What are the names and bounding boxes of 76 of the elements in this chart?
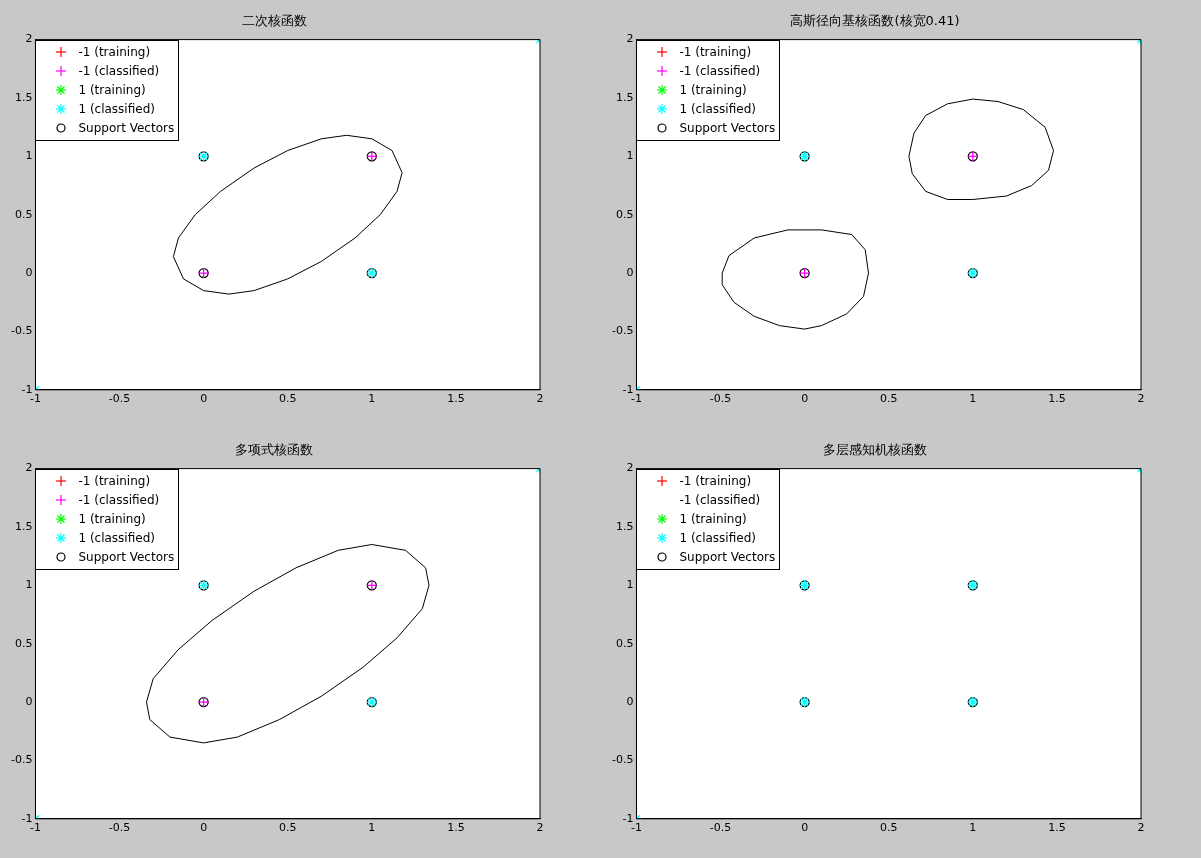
legend-label: Support Vectors (679, 119, 776, 137)
x-tick-label: 1.5 (447, 821, 465, 835)
y-tick-label: 2 (25, 461, 33, 475)
legend-label: -1 (classified) (78, 62, 160, 80)
y-tick-label: 0 (626, 265, 634, 279)
legend-label: 1 (classified) (78, 529, 155, 547)
x-tick-label: 0.5 (879, 821, 898, 835)
y-tick-label: 1 (25, 149, 33, 163)
legend-label: 1 (training) (679, 510, 747, 528)
y-tick-label: -0.5 (611, 324, 634, 338)
y-tick-label: 2 (626, 461, 634, 475)
x-tick-label: 2 (536, 821, 544, 835)
chart-title: 二次核函数 (241, 13, 307, 29)
x-tick-label: 0.5 (879, 392, 898, 406)
legend-label: 1 (training) (679, 81, 747, 99)
y-tick-label: 0.5 (14, 636, 33, 650)
legend-label: Support Vectors (679, 548, 776, 566)
x-tick-label: 1 (969, 392, 977, 406)
x-tick-label: 2 (536, 392, 544, 406)
legend-label: -1 (classified) (78, 491, 160, 509)
y-tick-label: -0.5 (10, 324, 33, 338)
legend-label: -1 (training) (679, 472, 752, 490)
y-tick-label: 1.5 (14, 519, 33, 533)
legend-label: Support Vectors (78, 119, 175, 137)
y-tick-label: -1 (622, 811, 634, 825)
chart-title: 多项式核函数 (235, 442, 313, 458)
x-tick-label: 2 (1137, 821, 1145, 835)
chart-title: 高斯径向基核函数(核宽0.41) (790, 13, 960, 29)
y-tick-label: 0 (25, 694, 33, 708)
x-tick-label: 0.5 (278, 392, 297, 406)
x-tick-label: 1 (368, 821, 376, 835)
y-tick-label: -1 (622, 382, 634, 396)
x-tick-label: 0 (200, 821, 208, 835)
y-tick-label: 0.5 (615, 207, 634, 221)
x-tick-label: -0.5 (108, 821, 131, 835)
legend-label: -1 (training) (78, 472, 151, 490)
y-tick-label: 1.5 (14, 90, 33, 104)
chart-title: 多层感知机核函数 (823, 442, 927, 458)
y-tick-label: 1 (626, 578, 634, 592)
x-tick-label: 1 (368, 392, 376, 406)
y-tick-label: 1 (626, 149, 634, 163)
y-tick-label: 0.5 (14, 207, 33, 221)
legend-label: -1 (classified) (679, 62, 761, 80)
legend-label: -1 (training) (679, 43, 752, 61)
x-tick-label: -0.5 (709, 821, 732, 835)
x-tick-label: 0 (801, 821, 809, 835)
x-tick-label: 1.5 (447, 392, 465, 406)
x-tick-label: 2 (1137, 392, 1145, 406)
y-tick-label: 0 (626, 694, 634, 708)
y-tick-label: -1 (21, 811, 33, 825)
legend-label: 1 (training) (78, 510, 146, 528)
y-tick-label: 1.5 (615, 519, 634, 533)
text: -1 (classified) (679, 491, 761, 509)
legend-label: 1 (classified) (78, 100, 155, 118)
y-tick-label: -1 (21, 382, 33, 396)
y-tick-label: 0 (25, 265, 33, 279)
x-tick-label: 1 (969, 821, 977, 835)
y-tick-label: 1.5 (615, 90, 634, 104)
legend-label: Support Vectors (78, 548, 175, 566)
y-tick-label: 1 (25, 578, 33, 592)
x-tick-label: -0.5 (108, 392, 131, 406)
legend-label: 1 (classified) (679, 100, 756, 118)
x-tick-label: 1.5 (1048, 392, 1066, 406)
y-tick-label: -0.5 (611, 753, 634, 767)
y-tick-label: 2 (25, 32, 33, 46)
y-tick-label: 0.5 (615, 636, 634, 650)
y-tick-label: -0.5 (10, 753, 33, 767)
legend-label: -1 (training) (78, 43, 151, 61)
x-tick-label: 1.5 (1048, 821, 1066, 835)
legend-label: 1 (classified) (679, 529, 756, 547)
legend-label: 1 (training) (78, 81, 146, 99)
x-tick-label: -0.5 (709, 392, 732, 406)
y-tick-label: 2 (626, 32, 634, 46)
x-tick-label: 0 (801, 392, 809, 406)
x-tick-label: 0 (200, 392, 208, 406)
x-tick-label: 0.5 (278, 821, 297, 835)
